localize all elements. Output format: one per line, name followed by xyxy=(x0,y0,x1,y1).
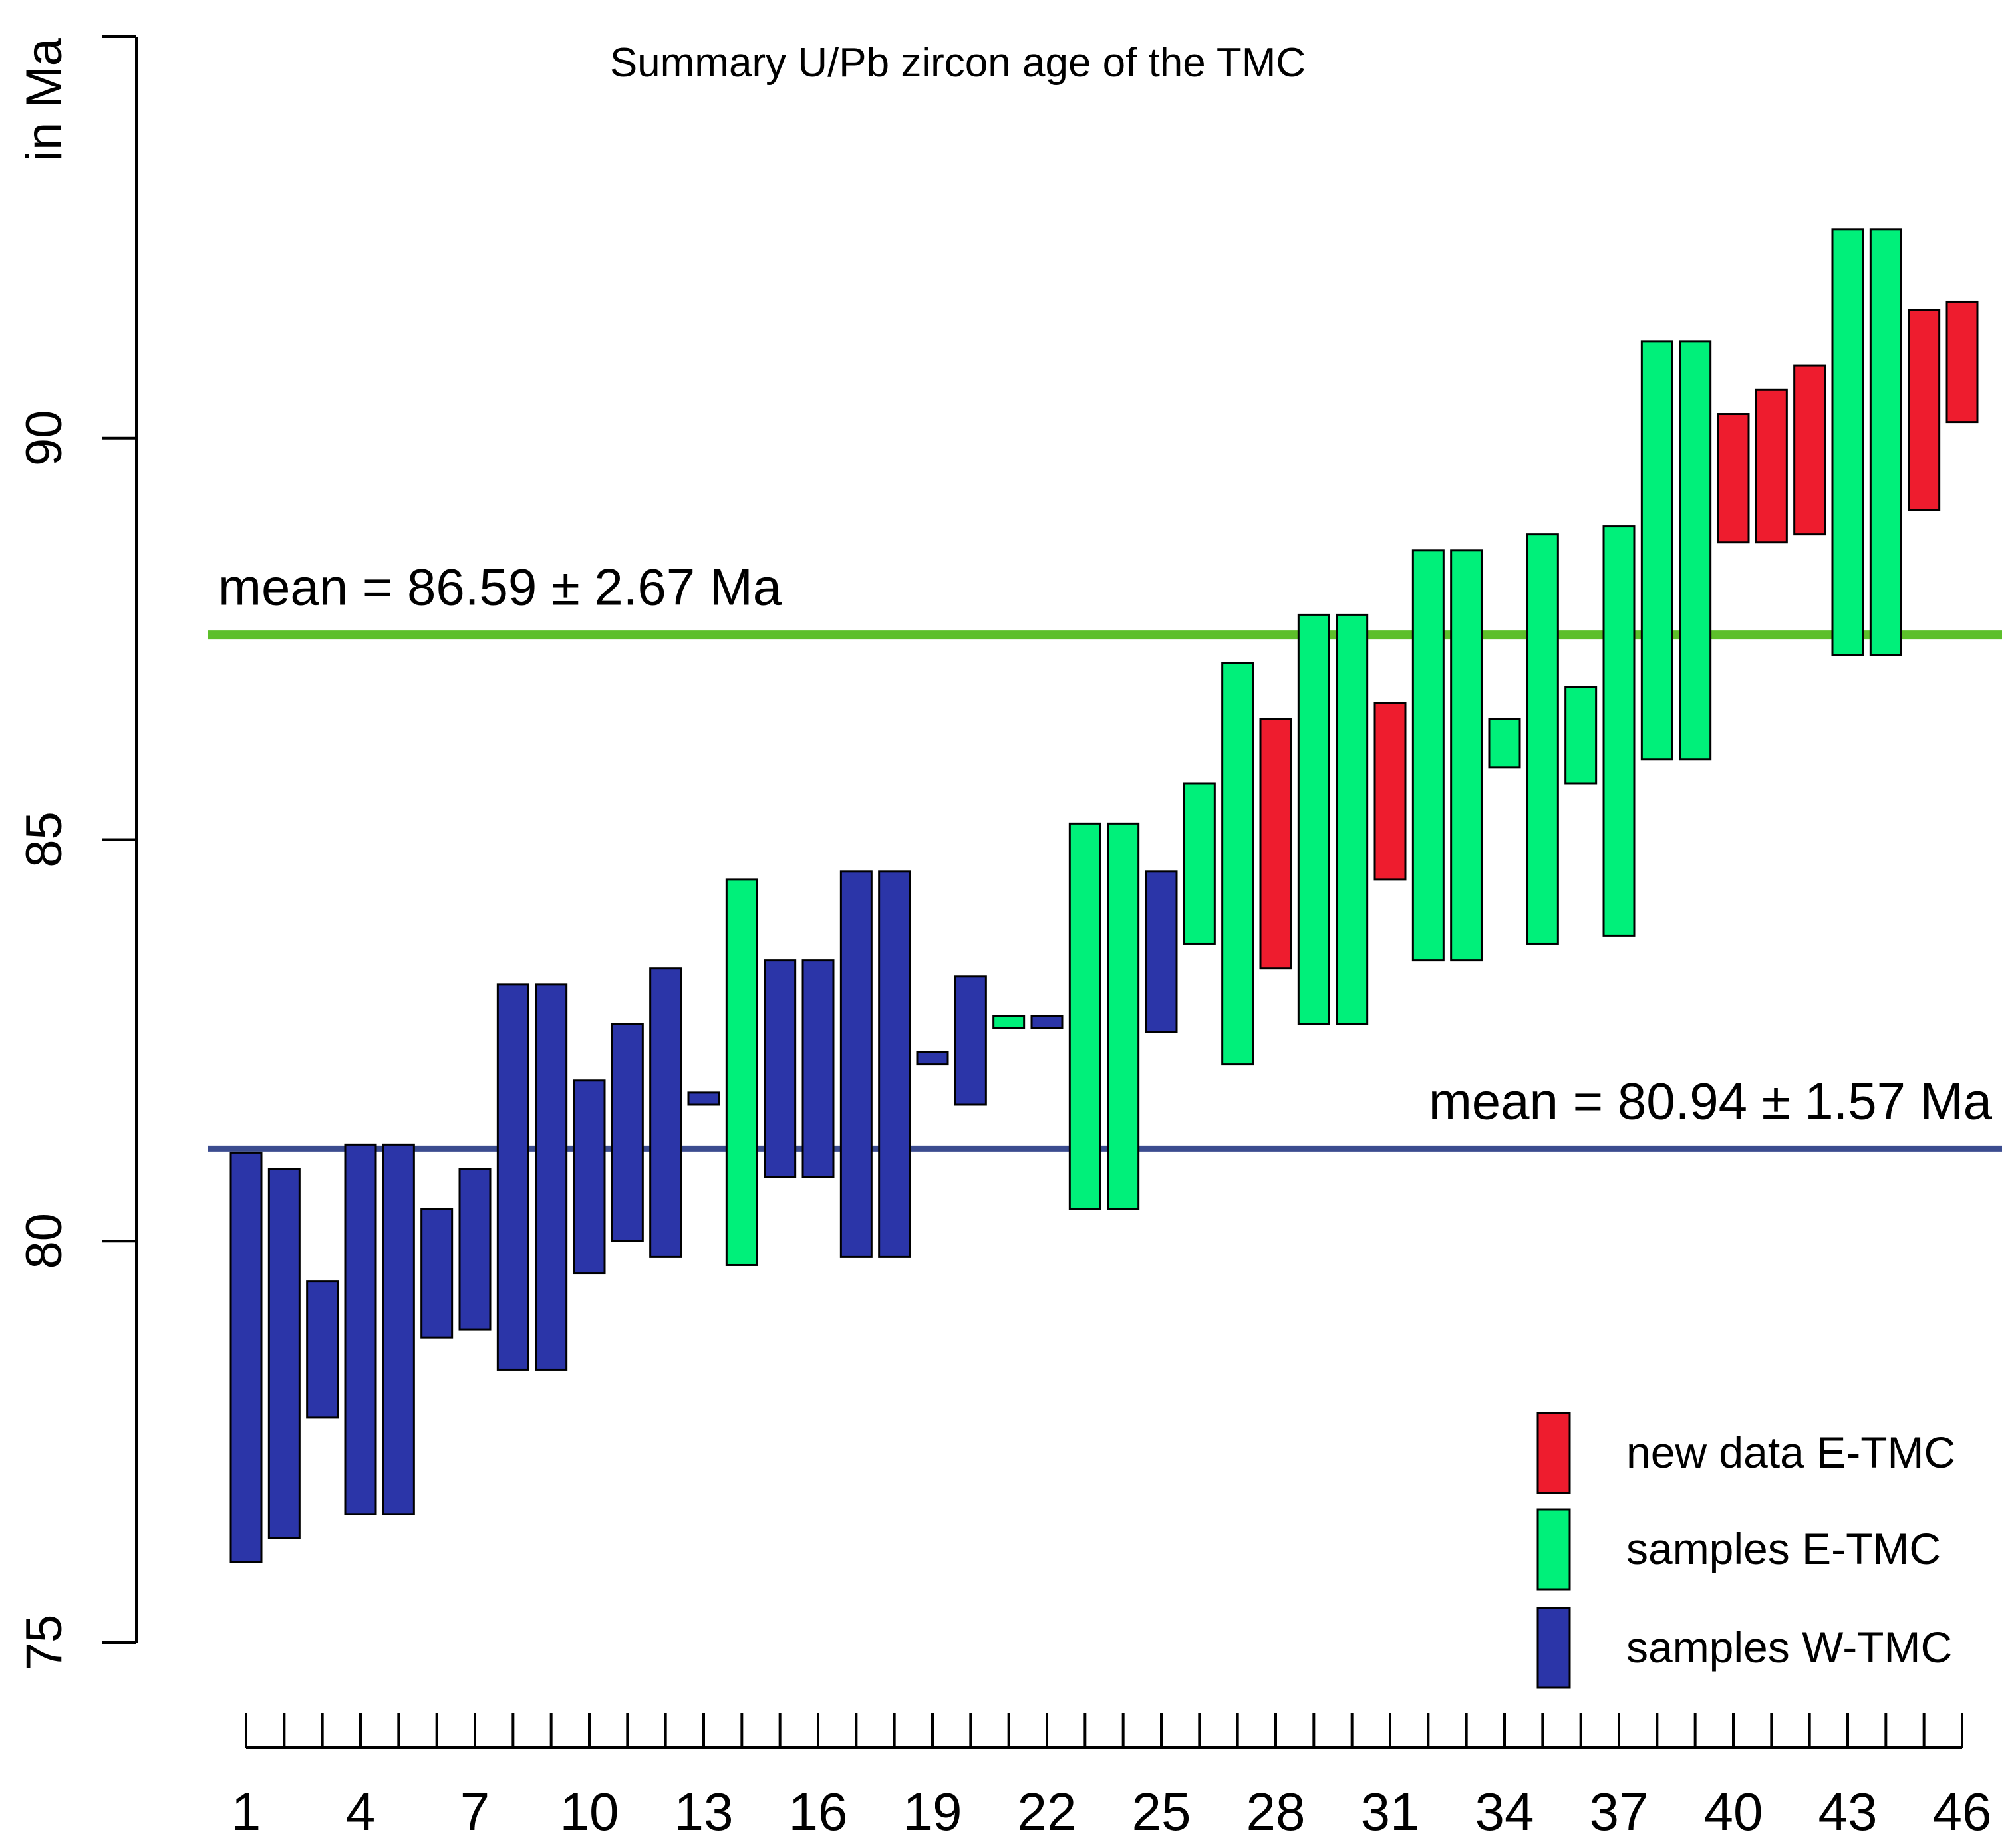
x-tick-label: 4 xyxy=(346,1782,376,1841)
x-tick-label: 46 xyxy=(1933,1782,1992,1841)
age-bar xyxy=(458,1168,492,1331)
age-bar xyxy=(1221,662,1254,1066)
legend-label: new data E-TMC xyxy=(1626,1428,1955,1477)
x-tick-label: 28 xyxy=(1246,1782,1306,1841)
y-tick-label: 90 xyxy=(16,410,72,466)
x-tick-label: 19 xyxy=(903,1782,962,1841)
mean-label: mean = 80.94 ± 1.57 Ma xyxy=(1429,1071,1993,1130)
age-bar xyxy=(1908,309,1941,511)
x-tick-label: 25 xyxy=(1132,1782,1191,1841)
age-bar xyxy=(1030,1015,1064,1029)
age-bar xyxy=(839,870,873,1258)
age-bar xyxy=(535,983,568,1371)
y-tick-label: 80 xyxy=(16,1213,72,1269)
age-bar xyxy=(1831,228,1864,656)
age-bar xyxy=(687,1091,720,1106)
age-bar xyxy=(382,1143,415,1515)
x-tick-label: 16 xyxy=(789,1782,848,1841)
x-tick-label: 43 xyxy=(1818,1782,1878,1841)
x-tick-label: 10 xyxy=(560,1782,619,1841)
x-tick-label: 13 xyxy=(674,1782,734,1841)
age-bar xyxy=(1336,613,1369,1025)
x-tick-label: 40 xyxy=(1704,1782,1763,1841)
age-bar xyxy=(1717,413,1750,544)
x-tick-label: 7 xyxy=(460,1782,490,1841)
age-bar xyxy=(306,1280,339,1419)
age-bar xyxy=(1640,340,1673,761)
y-axis-label: in Ma xyxy=(16,37,72,162)
age-bar xyxy=(954,975,987,1106)
y-tick-label: 75 xyxy=(16,1615,72,1671)
age-bar xyxy=(916,1051,949,1066)
age-bar xyxy=(1107,822,1140,1210)
x-tick-label: 1 xyxy=(231,1782,261,1841)
legend-swatch xyxy=(1536,1412,1571,1494)
legend-label: samples E-TMC xyxy=(1626,1524,1941,1573)
age-bar xyxy=(1373,702,1407,881)
age-bar xyxy=(229,1151,263,1563)
y-axis: 75 80 85 90 xyxy=(16,35,138,1671)
age-bar xyxy=(649,967,682,1258)
age-bar xyxy=(1869,228,1902,656)
y-tick-label: 85 xyxy=(16,811,72,868)
x-tick-label: 31 xyxy=(1361,1782,1420,1841)
age-bar xyxy=(1411,549,1445,962)
age-bar xyxy=(1259,718,1292,970)
age-bar xyxy=(1145,870,1178,1033)
mean-label: mean = 86.59 ± 2.67 Ma xyxy=(218,558,782,616)
age-range-bars xyxy=(229,228,1979,1563)
age-bar xyxy=(496,983,529,1371)
age-bar xyxy=(1068,822,1101,1210)
legend-swatch xyxy=(1536,1607,1571,1689)
age-bar xyxy=(1183,782,1216,945)
age-bar xyxy=(1755,388,1788,544)
legend: new data E-TMC samples E-TMC samples W-TMC xyxy=(1536,1412,1955,1689)
age-bar xyxy=(1679,340,1712,761)
age-bar xyxy=(725,878,758,1266)
age-bar xyxy=(420,1208,454,1339)
age-bar xyxy=(1602,525,1636,937)
age-bar xyxy=(1793,364,1826,536)
x-axis: 1 4 7 10 13 16 19 22 25 28 31 34 37 40 43 46 xyxy=(231,1713,1992,1841)
age-bar xyxy=(1450,549,1483,962)
age-bar xyxy=(1945,300,1979,424)
age-bar xyxy=(878,870,911,1258)
age-bar xyxy=(992,1015,1026,1029)
age-bar xyxy=(1297,613,1330,1025)
mean-labels: mean = 86.59 ± 2.67 Ma mean = 80.94 ± 1.5… xyxy=(218,558,1993,1130)
age-bar xyxy=(573,1079,606,1275)
x-tick-label: 34 xyxy=(1475,1782,1534,1841)
age-bar xyxy=(267,1168,301,1539)
x-tick-label: 22 xyxy=(1018,1782,1077,1841)
age-bar xyxy=(801,959,835,1178)
age-bar xyxy=(1526,533,1559,945)
age-bar xyxy=(1564,686,1598,785)
legend-label: samples W-TMC xyxy=(1626,1623,1952,1672)
age-bar xyxy=(344,1143,377,1515)
x-tick-label: 37 xyxy=(1590,1782,1649,1841)
age-bar xyxy=(611,1023,644,1242)
chart-title: Summary U/Pb zircon age of the TMC xyxy=(610,40,1306,86)
legend-swatch xyxy=(1536,1508,1571,1591)
age-bar xyxy=(1488,718,1521,769)
age-bar xyxy=(764,959,797,1178)
